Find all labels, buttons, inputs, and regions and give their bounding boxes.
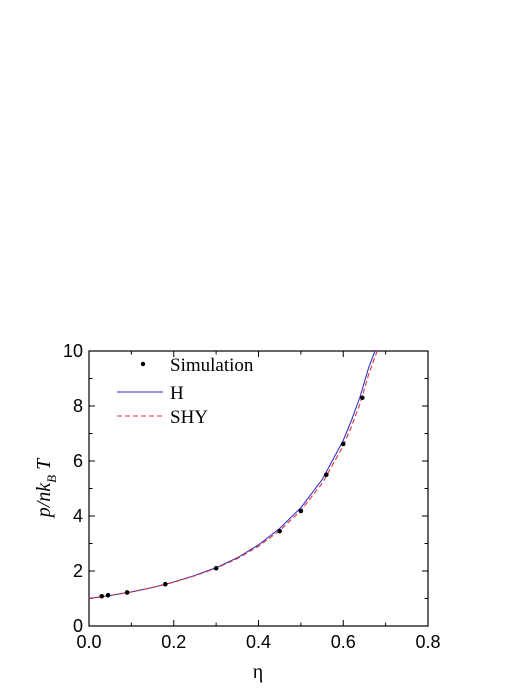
- data-point-simulation: [99, 594, 105, 599]
- y-tick-label: 4: [73, 506, 83, 526]
- data-point-simulation: [298, 508, 304, 514]
- x-tick-label: 0.4: [246, 632, 271, 652]
- x-tick-label: 0.0: [76, 632, 101, 652]
- legend-label-h: H: [170, 383, 184, 404]
- y-axis-title-main: p/nk: [33, 482, 55, 520]
- tick-marks: [88, 350, 429, 627]
- legend: Simulation H SHY: [117, 355, 254, 428]
- y-axis-title: p/nkB T: [33, 457, 59, 519]
- series-line-shy: [89, 351, 378, 600]
- y-axis-title-sub: B: [44, 475, 59, 483]
- data-point-simulation: [277, 528, 282, 534]
- x-tick-label: 0.8: [415, 632, 440, 652]
- x-tick-label: 0.6: [331, 632, 356, 652]
- legend-label-simulation: Simulation: [170, 355, 254, 376]
- y-tick-label: 10: [63, 341, 83, 361]
- y-axis-title-tail: T: [33, 457, 55, 470]
- data-point-simulation: [162, 581, 168, 587]
- x-tick-label: 0.2: [161, 632, 186, 652]
- x-tick-labels: 0.0 0.2 0.4 0.6 0.8: [76, 632, 440, 652]
- y-tick-label: 0: [73, 616, 83, 636]
- data-point-simulation: [213, 565, 219, 571]
- y-tick-labels: 0 2 4 6 8 10: [63, 341, 83, 636]
- series-lines: [89, 351, 378, 600]
- y-tick-label: 2: [73, 561, 83, 581]
- data-point-simulation: [124, 590, 130, 595]
- x-axis-title: η: [253, 661, 263, 683]
- y-tick-label: 6: [73, 451, 83, 471]
- data-point-simulation: [360, 395, 365, 401]
- legend-label-shy: SHY: [170, 407, 208, 428]
- legend-marker-simulation: [140, 361, 146, 367]
- series-points: [99, 395, 365, 599]
- data-point-simulation: [105, 592, 111, 598]
- data-point-simulation: [324, 472, 329, 478]
- data-point-simulation: [340, 441, 346, 447]
- y-tick-label: 8: [73, 396, 83, 416]
